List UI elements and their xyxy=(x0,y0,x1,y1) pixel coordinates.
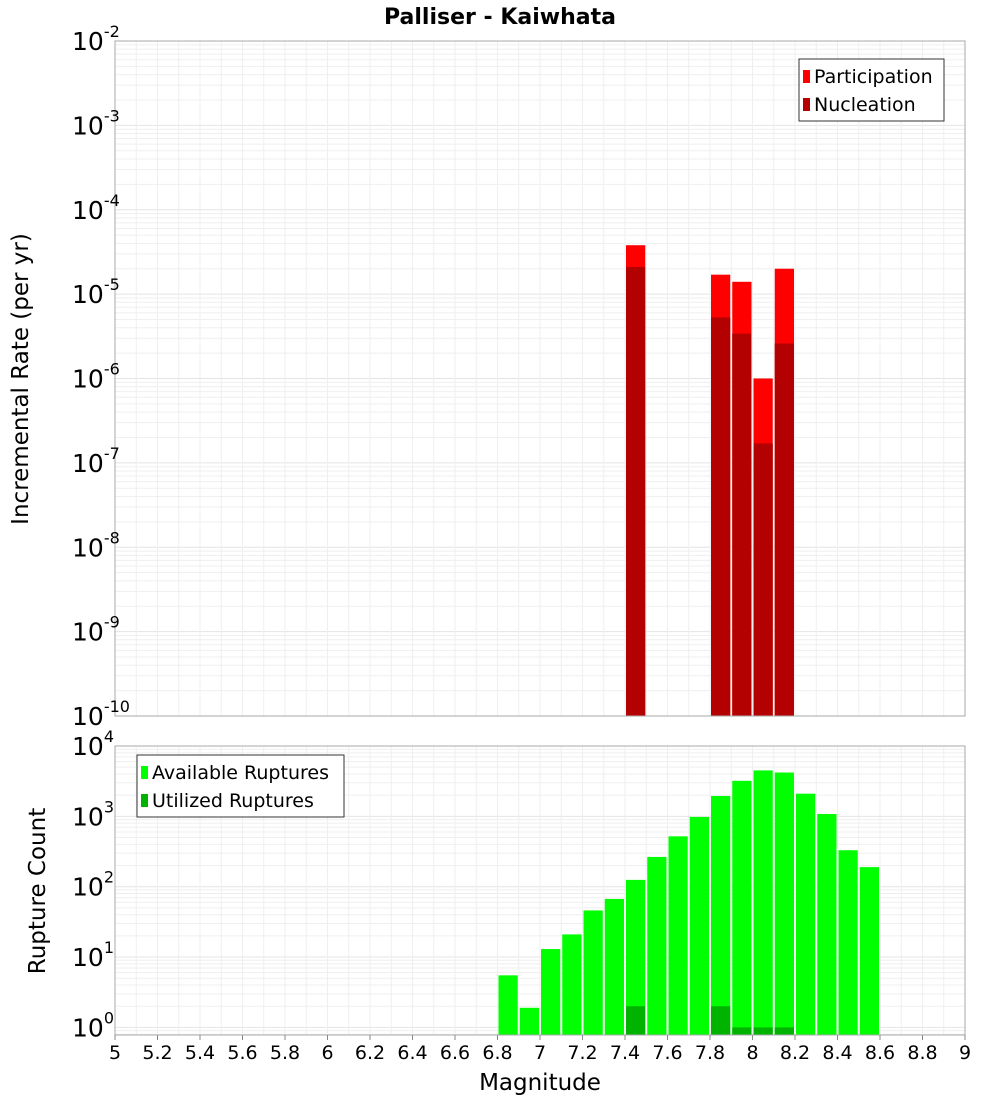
y-tick-label: 102 xyxy=(72,868,114,902)
legend-entry: Participation xyxy=(814,66,933,88)
rate-panel: 10-10 10-9 10-8 10-7 10-6 10-5 10-4 10-3 10-2 Par… xyxy=(72,22,966,731)
y-tick-label: 10-5 xyxy=(72,275,120,309)
x-tick-label: 7.2 xyxy=(567,1042,597,1064)
y-tick-label: 101 xyxy=(72,938,114,972)
legend-swatch xyxy=(803,98,810,111)
bar-utilized-ruptures xyxy=(753,1027,773,1035)
x-tick-label: 7 xyxy=(534,1042,546,1064)
y-tick-label: 10-7 xyxy=(72,444,120,478)
legend-swatch xyxy=(141,794,148,807)
legend-box xyxy=(798,58,945,122)
x-axis-label: Magnitude xyxy=(479,1070,601,1096)
bar-available-ruptures xyxy=(796,793,816,1035)
y-tick-label: 10-6 xyxy=(72,360,120,394)
x-tick-label: 7.8 xyxy=(695,1042,725,1064)
y-tick-label: 10-10 xyxy=(72,697,130,731)
x-tick-label: 6.4 xyxy=(397,1042,427,1064)
legend-swatch xyxy=(803,70,810,83)
legend-entry: Available Ruptures xyxy=(152,762,329,784)
x-tick-label: 6.6 xyxy=(440,1042,470,1064)
x-tick-label: 5.2 xyxy=(142,1042,172,1064)
x-tick-label: 7.4 xyxy=(610,1042,640,1064)
x-tick-label: 6.2 xyxy=(355,1042,385,1064)
y-tick-label: 10-9 xyxy=(72,613,120,647)
bar-available-ruptures xyxy=(838,850,858,1035)
bar-utilized-ruptures xyxy=(732,1027,752,1035)
bar-available-ruptures xyxy=(668,836,688,1035)
bar-available-ruptures xyxy=(604,898,624,1035)
legend-box xyxy=(136,754,345,818)
bar-nucleation xyxy=(626,266,646,716)
bar-available-ruptures xyxy=(753,770,773,1035)
legend-swatch xyxy=(141,766,148,779)
x-tick-label: 8.6 xyxy=(865,1042,895,1064)
legend-entry: Utilized Ruptures xyxy=(152,790,314,812)
bar-utilized-ruptures xyxy=(774,1027,794,1035)
bar-available-ruptures xyxy=(541,949,561,1035)
x-tick-label: 5.6 xyxy=(227,1042,257,1064)
bar-available-ruptures xyxy=(689,816,709,1035)
legend-entry: Nucleation xyxy=(814,94,916,116)
x-tick-label: 8.8 xyxy=(907,1042,937,1064)
bar-available-ruptures xyxy=(711,795,731,1035)
bar-available-ruptures xyxy=(817,814,837,1035)
bar-nucleation xyxy=(711,317,731,716)
x-tick-label: 8.4 xyxy=(822,1042,852,1064)
bar-nucleation xyxy=(774,343,794,716)
plot-frame xyxy=(114,40,966,717)
bar-available-ruptures xyxy=(583,910,603,1035)
bar-utilized-ruptures xyxy=(626,1006,646,1035)
x-tick-label: 5 xyxy=(109,1042,121,1064)
count-panel: 100 101 102 103 104 5 5.2 5.4 5.6 5.8 6 6.2 6.4 6.6 6.… xyxy=(72,727,971,1064)
bar-available-ruptures xyxy=(774,772,794,1035)
y-tick-label: 104 xyxy=(72,727,114,761)
bar-available-ruptures xyxy=(562,934,582,1035)
y-tick-label: 103 xyxy=(72,797,114,831)
y-tick-label: 10-3 xyxy=(72,106,120,140)
top-y-axis-label: Incremental Rate (per yr) xyxy=(8,233,34,525)
x-tick-label: 9 xyxy=(959,1042,971,1064)
bar-available-ruptures xyxy=(859,867,879,1035)
bar-available-ruptures xyxy=(519,1007,539,1035)
x-tick-label: 5.4 xyxy=(185,1042,215,1064)
y-tick-label: 10-2 xyxy=(72,22,120,56)
y-tick-label: 10-8 xyxy=(72,528,120,562)
x-tick-label: 7.6 xyxy=(652,1042,682,1064)
bar-available-ruptures xyxy=(626,879,646,1035)
x-tick-label: 6.8 xyxy=(482,1042,512,1064)
y-tick-label: 10-4 xyxy=(72,191,120,225)
x-tick-label: 5.8 xyxy=(270,1042,300,1064)
bar-utilized-ruptures xyxy=(711,1006,731,1035)
bottom-y-axis-label: Rupture Count xyxy=(25,808,51,974)
chart-title: Palliser - Kaiwhata xyxy=(384,5,616,30)
bar-nucleation xyxy=(753,443,773,716)
bar-available-ruptures xyxy=(732,780,752,1035)
x-tick-label: 6 xyxy=(321,1042,333,1064)
y-tick-label: 100 xyxy=(72,1008,114,1042)
bar-nucleation xyxy=(732,333,752,716)
x-tick-label: 8.2 xyxy=(780,1042,810,1064)
bar-available-ruptures xyxy=(498,975,518,1035)
bar-available-ruptures xyxy=(647,856,667,1035)
x-tick-label: 8 xyxy=(746,1042,758,1064)
